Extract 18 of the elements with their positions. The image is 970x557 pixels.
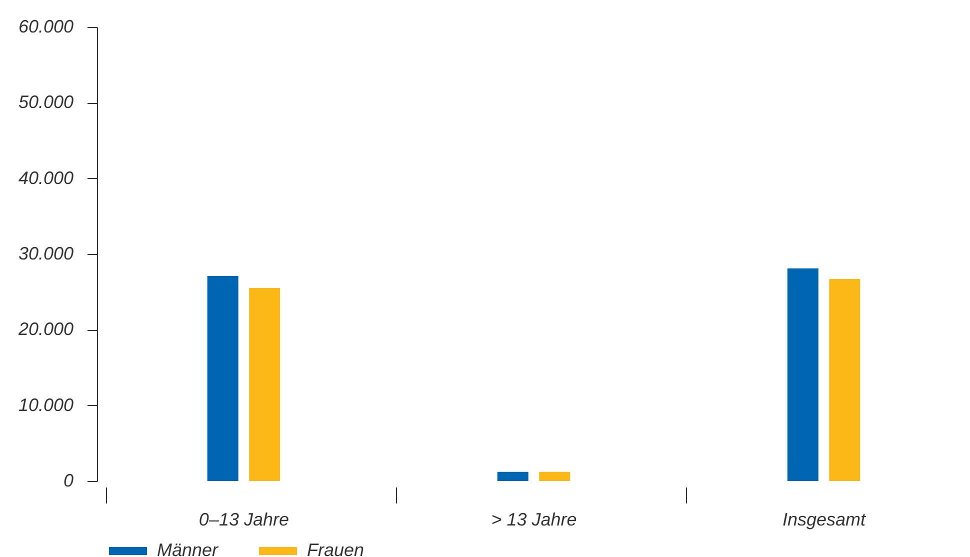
y-tick-label: 20.000 <box>17 319 74 340</box>
bar <box>829 278 860 481</box>
legend-label: Frauen <box>307 540 364 557</box>
bar <box>787 268 818 481</box>
bar <box>497 472 528 481</box>
x-tick-label: Insgesamt <box>782 510 867 530</box>
y-tick-label: 60.000 <box>18 16 74 36</box>
bar <box>249 288 280 481</box>
y-tick-label: 50.000 <box>18 92 74 112</box>
x-tick-label: > 13 Jahre <box>491 510 577 530</box>
bar <box>539 472 570 481</box>
y-tick-label: 0 <box>63 470 74 490</box>
y-tick-label: 30.000 <box>18 244 74 264</box>
y-tick-label: 40.000 <box>18 168 74 188</box>
legend-label: Männer <box>157 540 220 557</box>
y-tick-label: 10.000 <box>18 394 74 415</box>
bar <box>207 276 238 481</box>
x-tick-label: 0–13 Jahre <box>198 510 290 530</box>
